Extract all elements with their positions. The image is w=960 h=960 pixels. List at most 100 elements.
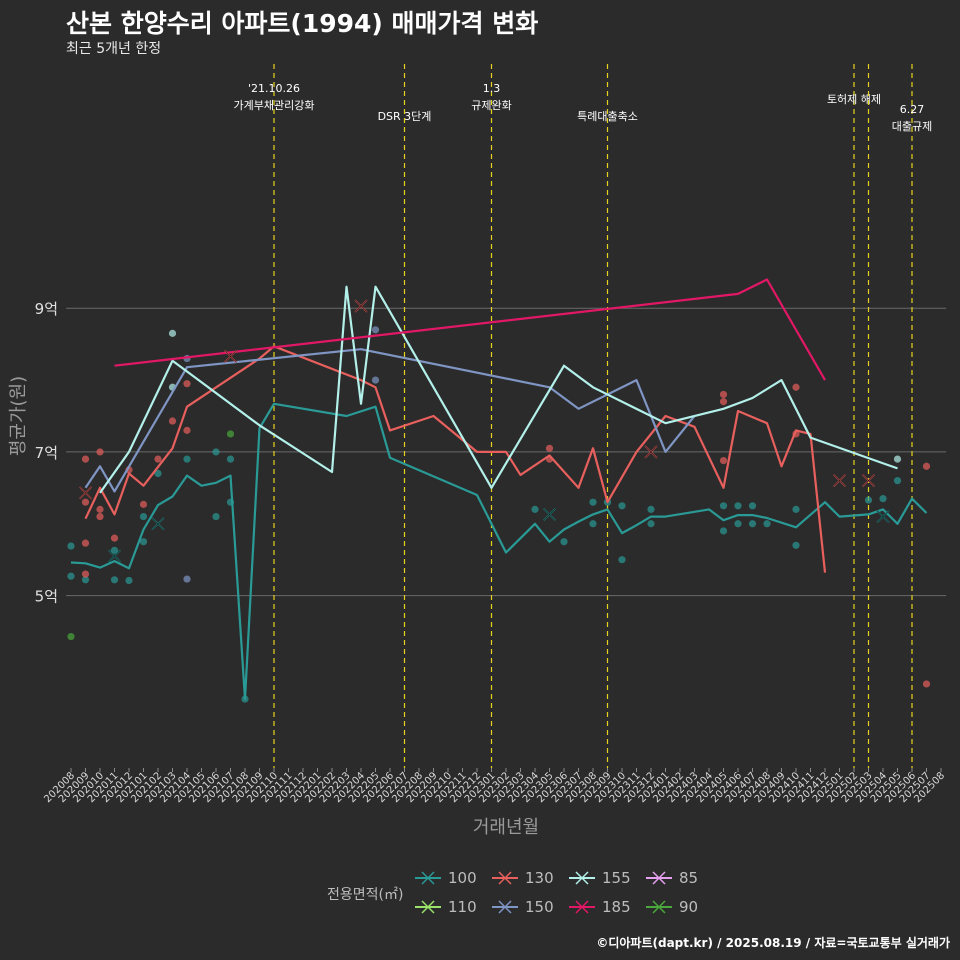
chart-subtitle: 최근 5개년 한정 (66, 41, 162, 57)
y-tick-label: 9억 (35, 300, 58, 318)
event-label: DSR 3단계 (378, 110, 432, 123)
event-label: 가계부채관리강화 (234, 99, 315, 112)
scatter-point-130 (154, 455, 162, 463)
cross-stroke (543, 508, 556, 521)
scatter-point-100 (154, 469, 162, 478)
cross-stroke (876, 510, 890, 523)
series-line-100 (70, 402, 928, 701)
cross-marker-130 (832, 474, 847, 488)
scatter-point-130 (139, 500, 148, 508)
cross-marker-130 (354, 299, 368, 313)
event-label: 특례대출축소 (577, 110, 638, 123)
scatter-point-130 (719, 398, 728, 406)
scatter-point-100 (748, 520, 757, 528)
scatter-point-100 (618, 556, 626, 564)
scatter-point-100 (589, 498, 597, 506)
scatter-point-130 (922, 462, 931, 470)
scatter-point-100 (212, 448, 220, 456)
legend-key-icon (569, 871, 595, 885)
scatter-point-130 (183, 380, 191, 388)
scatter-point-130 (719, 390, 728, 399)
scatter-point-130 (168, 417, 177, 425)
event-label: 대출규제 (892, 120, 932, 133)
scatter-point-100 (139, 538, 148, 546)
scatter-point-130 (96, 448, 104, 456)
cross-marker-130 (861, 474, 876, 488)
legend: 전용면적(㎡) 100 110 130 150 155 185 85 90 (0, 866, 960, 926)
event-label: 규제완화 (471, 99, 511, 112)
scatter-point-130 (545, 444, 554, 452)
cross-marker-100 (542, 507, 557, 521)
scatter-point-130 (183, 426, 191, 434)
legend-item-110: 110 (414, 895, 477, 919)
scatter-point-100 (618, 502, 626, 510)
scatter-point-155 (168, 329, 177, 337)
legend-item-155: 155 (568, 866, 631, 890)
scatter-point-130 (96, 505, 104, 513)
scatter-point-130 (81, 455, 90, 463)
legend-item-90: 90 (645, 895, 698, 919)
event-label: 6.27 (900, 103, 925, 116)
scatter-point-100 (67, 542, 75, 550)
legend-label: 185 (602, 898, 631, 916)
scatter-point-100 (531, 505, 539, 513)
scatter-point-100 (719, 527, 728, 535)
legend-title: 전용면적(㎡) (327, 887, 404, 903)
cross-stroke (862, 474, 875, 487)
scatter-point-100 (212, 512, 220, 521)
series-line-185 (114, 278, 826, 381)
scatter-point-100 (589, 520, 597, 528)
scatter-point-100 (560, 538, 568, 546)
cross-marker-130 (78, 486, 93, 500)
scatter-point-100 (864, 496, 873, 504)
cross-stroke (79, 486, 92, 500)
scatter-point-100 (81, 576, 90, 584)
scatter-point-130 (81, 570, 90, 578)
legend-key-icon (492, 871, 518, 885)
event-label: '21.10.26 (248, 82, 300, 95)
scatter-point-100 (183, 455, 191, 463)
scatter-point-100 (763, 520, 771, 528)
scatter-point-130 (922, 680, 931, 688)
scatter-point-130 (719, 456, 728, 465)
legend-label: 100 (448, 869, 477, 887)
scatter-point-130 (792, 383, 800, 391)
cross-stroke (151, 517, 165, 531)
legend-item-150: 150 (491, 895, 554, 919)
scatter-point-100 (734, 520, 742, 528)
event-label: 토허제 해제 (827, 92, 881, 106)
scatter-point-130 (96, 512, 104, 521)
legend-key-icon (415, 871, 441, 885)
legend-label: 90 (679, 898, 699, 916)
cross-marker-130 (223, 349, 238, 363)
cross-stroke (108, 549, 121, 563)
chart-title: 산본 한양수리 아파트(1994) 매매가격 변화 (66, 9, 539, 38)
scatter-point-130 (81, 498, 90, 506)
scatter-point-100 (110, 546, 119, 554)
cross-stroke (224, 350, 237, 363)
legend-label: 110 (448, 898, 477, 916)
legend-item-85: 85 (645, 866, 698, 890)
legend-key-icon (415, 900, 441, 914)
scatter-point-150 (183, 575, 191, 583)
legend-label: 85 (679, 869, 699, 887)
y-tick-label: 5억 (35, 588, 58, 606)
legend-key-icon (492, 900, 518, 914)
scatter-point-150 (371, 376, 380, 384)
scatter-point-90 (67, 632, 75, 641)
y-tick-label: 7억 (35, 444, 58, 462)
cross-marker-100 (107, 549, 122, 563)
cross-marker-100 (876, 510, 890, 524)
x-axis-title: 거래년월 (473, 817, 539, 838)
legend-key-icon (646, 900, 672, 914)
scatter-point-100 (67, 572, 75, 580)
source-caption: ©디아파트(dapt.kr) / 2025.08.19 / 자료=국토교통부 실… (596, 936, 950, 950)
cross-stroke (354, 299, 368, 313)
scatter-point-130 (81, 539, 90, 547)
series-line-130 (84, 345, 827, 573)
legend-key-icon (646, 871, 672, 885)
scatter-point-150 (371, 326, 380, 334)
scatter-point-100 (139, 512, 148, 521)
y-axis-title: 평균가(원) (8, 376, 29, 456)
scatter-point-100 (647, 520, 655, 528)
